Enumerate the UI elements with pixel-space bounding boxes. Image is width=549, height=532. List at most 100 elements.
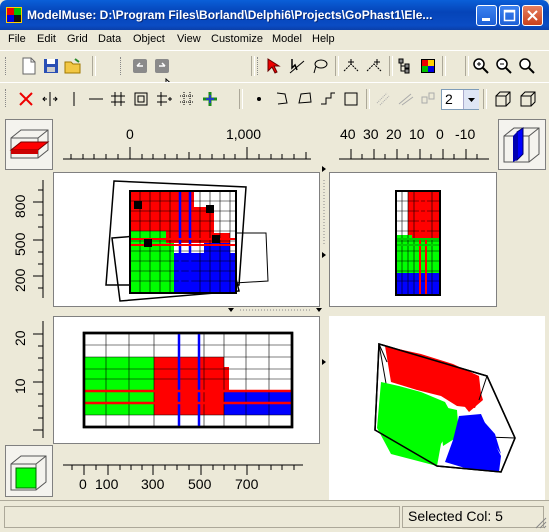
vertex-add-icon[interactable] [341, 56, 361, 76]
menu-view[interactable]: View [177, 33, 201, 45]
zoom-pan-icon[interactable] [517, 56, 537, 76]
redo-icon[interactable] [152, 56, 172, 76]
toolbar-top [0, 50, 549, 98]
left-top-ruler-ticks [33, 180, 44, 298]
window-title: ModelMuse: D:\Program Files\Borland\Delp… [27, 8, 433, 22]
toolbar-bottom: 2 [0, 82, 549, 116]
cube-front-view-icon [10, 455, 47, 491]
lasso-icon[interactable] [310, 56, 330, 76]
hline-icon[interactable] [86, 89, 106, 109]
bottom-ruler-label-500: 500 [188, 476, 212, 492]
zoom-out-icon[interactable] [494, 56, 514, 76]
menu-edit[interactable]: Edit [37, 33, 56, 45]
select-arrow-icon[interactable] [264, 56, 284, 76]
grid-dots-icon[interactable] [177, 89, 197, 109]
menu-grid[interactable]: Grid [67, 33, 88, 45]
resize-grip-icon[interactable] [534, 516, 547, 529]
left-bottom-ruler-ticks [33, 321, 44, 438]
side-ruler-label-10: 10 [409, 126, 425, 142]
front-view-canvas [82, 331, 294, 429]
disabled-tool-1-icon[interactable] [373, 89, 393, 109]
cube-front-icon[interactable] [493, 89, 513, 109]
side-ruler-label-20: 20 [386, 126, 402, 142]
top-view-canvas [105, 180, 269, 302]
top-ruler-label-0: 0 [126, 126, 134, 142]
maximize-icon [503, 9, 516, 22]
left-top-ruler: 800 500 200 [5, 172, 51, 305]
side-view[interactable] [329, 172, 497, 307]
3d-view-canvas [374, 343, 516, 473]
menu-object[interactable]: Object [133, 33, 165, 45]
minimize-icon [482, 18, 490, 21]
zoom-in-icon[interactable] [471, 56, 491, 76]
side-view-selector[interactable] [498, 119, 546, 170]
point-icon[interactable] [249, 89, 269, 109]
layer-spin-dropdown[interactable] [463, 90, 479, 109]
save-icon[interactable] [41, 56, 61, 76]
vertical-splitter[interactable] [320, 160, 328, 270]
menu-help[interactable]: Help [312, 33, 335, 45]
color-grid-icon[interactable] [418, 56, 438, 76]
vertex-move-icon[interactable] [364, 56, 384, 76]
select-line-icon[interactable] [287, 56, 307, 76]
grid-icon[interactable] [108, 89, 128, 109]
side-ruler-label-30: 30 [363, 126, 379, 142]
top-ruler-ticks [63, 147, 311, 160]
horizontal-splitter[interactable] [225, 306, 325, 314]
side-top-ruler-ticks [339, 149, 489, 160]
close-button[interactable] [522, 5, 543, 26]
left-bottom-ruler: 20 10 [5, 316, 51, 442]
menu-bar: File Edit Grid Data Object View Customiz… [0, 30, 549, 49]
side-ruler-label-neg10: -10 [455, 126, 476, 142]
disabled-tool-2-icon[interactable] [396, 89, 416, 109]
grid-tree-icon[interactable] [395, 56, 415, 76]
polygon-icon[interactable] [295, 89, 315, 109]
grid-plus-icon[interactable] [200, 89, 220, 109]
menu-customize[interactable]: Customize [211, 33, 263, 45]
layer-spin-box[interactable]: 2 [441, 89, 479, 110]
cube-side-view-icon [503, 127, 540, 163]
menu-data[interactable]: Data [98, 33, 122, 45]
open-folder-icon[interactable] [63, 56, 83, 76]
cube-top-icon[interactable] [518, 89, 538, 109]
side-ruler-label-0: 0 [436, 126, 444, 142]
new-file-icon[interactable] [19, 56, 39, 76]
front-view[interactable] [53, 316, 320, 444]
selected-col-text: Selected Col: 5 [408, 508, 503, 524]
disabled-tool-3-icon[interactable] [418, 89, 438, 109]
bottom-ruler-ticks [63, 464, 303, 475]
side-view-canvas [395, 190, 441, 296]
left-ruler-label-200: 200 [12, 268, 28, 292]
delete-x-icon[interactable] [16, 89, 36, 109]
bottom-ruler-label-700: 700 [235, 476, 259, 492]
side-ruler-label-40: 40 [340, 126, 356, 142]
menu-model[interactable]: Model [272, 33, 302, 45]
left-ruler-label-800: 800 [12, 194, 28, 218]
top-ruler-label-1: 1,000 [226, 126, 262, 142]
close-icon [527, 10, 538, 21]
top-view[interactable] [53, 172, 320, 307]
vline-icon[interactable] [64, 89, 84, 109]
top-ruler: 0 1,000 [53, 119, 319, 169]
left-ruler-label-10: 10 [12, 378, 28, 394]
grid-subdivide-icon[interactable] [131, 89, 151, 109]
front-view-selector[interactable] [5, 445, 53, 497]
title-bar[interactable]: ModelMuse: D:\Program Files\Borland\Delp… [0, 0, 549, 30]
menu-file[interactable]: File [8, 33, 26, 45]
minimize-button[interactable] [476, 5, 497, 26]
grid-move-icon[interactable] [154, 89, 174, 109]
maximize-button[interactable] [499, 5, 520, 26]
3d-view[interactable] [329, 316, 545, 500]
polyline-icon[interactable] [272, 89, 292, 109]
left-ruler-label-20: 20 [12, 330, 28, 346]
status-right-panel: Selected Col: 5 [402, 506, 544, 528]
rectangle-icon[interactable] [341, 89, 361, 109]
chevron-down-icon [468, 98, 475, 102]
layer-spin-value: 2 [445, 91, 453, 107]
splitter-arrow[interactable] [320, 355, 328, 369]
status-left-panel [4, 506, 400, 528]
step-icon[interactable] [318, 89, 338, 109]
split-col-icon[interactable] [40, 89, 60, 109]
undo-icon[interactable] [130, 56, 150, 76]
top-view-selector[interactable] [5, 119, 53, 170]
